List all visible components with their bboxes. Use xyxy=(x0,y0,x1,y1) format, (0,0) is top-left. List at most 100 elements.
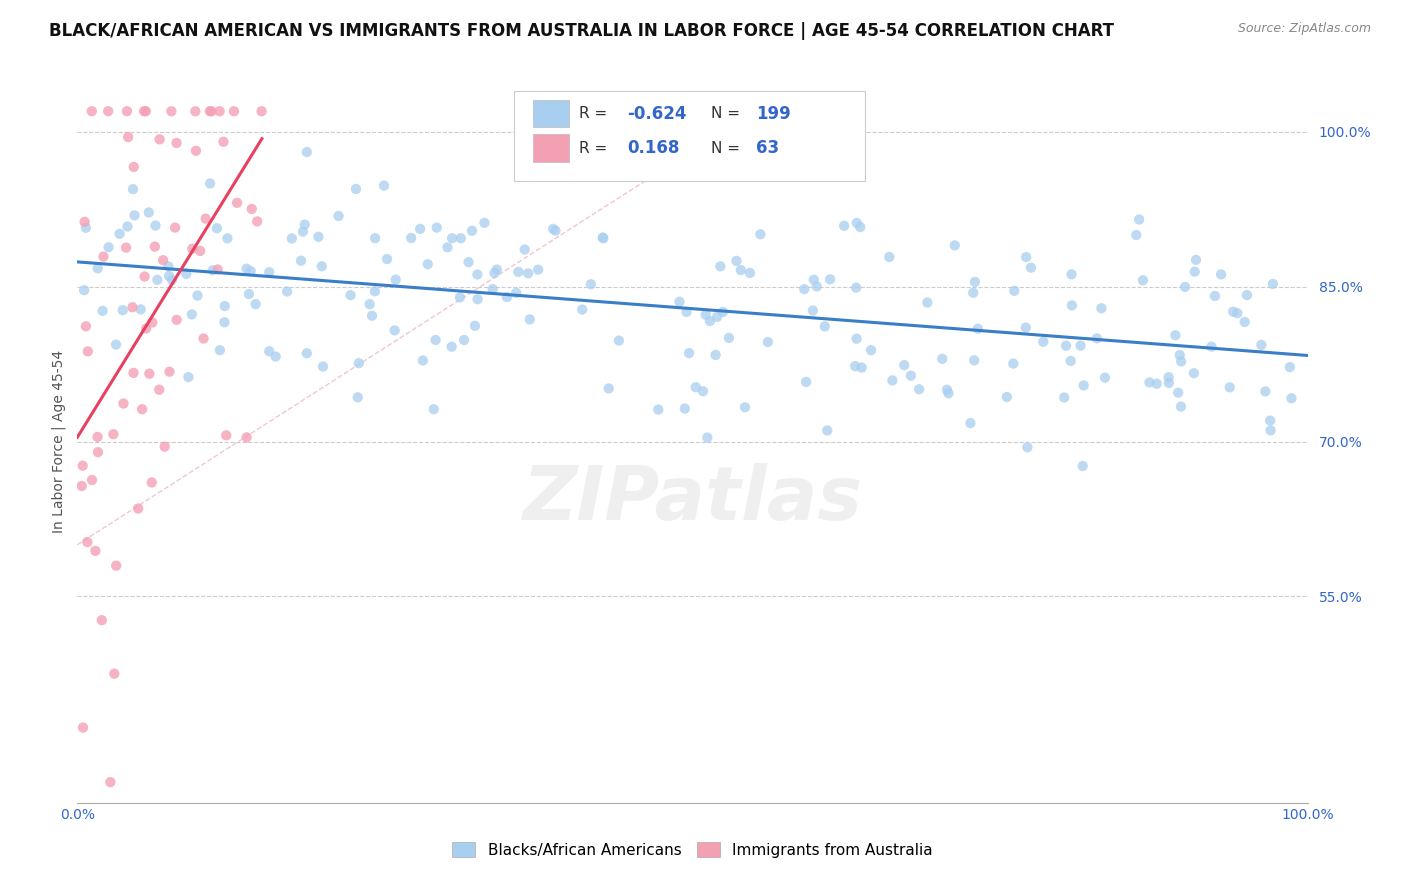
Point xyxy=(806,279,828,293)
Point xyxy=(1168,348,1191,362)
Point xyxy=(276,285,298,299)
Point xyxy=(1219,380,1241,394)
Point xyxy=(214,315,236,329)
Point xyxy=(1209,268,1232,282)
Point xyxy=(485,262,508,277)
Point xyxy=(375,252,398,266)
Point xyxy=(75,220,97,235)
Point xyxy=(738,266,761,280)
Point xyxy=(1146,376,1168,391)
Point xyxy=(98,775,121,789)
Point xyxy=(131,402,153,417)
Point xyxy=(1094,370,1116,384)
Point xyxy=(1260,423,1282,437)
Point xyxy=(440,340,463,354)
Point xyxy=(157,268,180,283)
Point xyxy=(1222,304,1244,318)
Point xyxy=(793,282,815,296)
Point xyxy=(188,244,211,258)
Point xyxy=(217,231,239,245)
Point xyxy=(692,384,714,399)
Point xyxy=(281,231,304,245)
Point xyxy=(208,104,231,119)
Point xyxy=(607,334,630,348)
Text: -0.624: -0.624 xyxy=(627,104,686,122)
Point xyxy=(882,373,904,387)
Point xyxy=(673,401,696,416)
Point xyxy=(159,365,181,379)
Point xyxy=(1060,298,1083,312)
Point xyxy=(166,313,188,327)
Point xyxy=(73,283,96,297)
Point xyxy=(145,219,167,233)
Point xyxy=(1174,280,1197,294)
Point xyxy=(238,287,260,301)
Point xyxy=(135,321,157,335)
Point xyxy=(1182,366,1205,380)
Point xyxy=(174,267,197,281)
Point xyxy=(1278,360,1301,375)
Text: BLACK/AFRICAN AMERICAN VS IMMIGRANTS FROM AUSTRALIA IN LABOR FORCE | AGE 45-54 C: BLACK/AFRICAN AMERICAN VS IMMIGRANTS FRO… xyxy=(49,22,1114,40)
Point xyxy=(436,240,458,254)
Point xyxy=(80,104,103,119)
Point xyxy=(1019,260,1042,275)
Point xyxy=(75,319,97,334)
Point xyxy=(592,231,614,245)
Text: Source: ZipAtlas.com: Source: ZipAtlas.com xyxy=(1237,22,1371,36)
Point xyxy=(699,314,721,328)
Point xyxy=(346,390,368,404)
Point xyxy=(344,182,367,196)
Point xyxy=(962,285,984,300)
Point xyxy=(803,273,825,287)
Point xyxy=(73,215,96,229)
Point xyxy=(105,558,128,573)
Point xyxy=(1060,268,1083,282)
Point xyxy=(165,220,187,235)
Text: N =: N = xyxy=(711,141,745,156)
Point xyxy=(1184,265,1206,279)
Point xyxy=(160,104,183,119)
Point xyxy=(240,202,263,216)
Point xyxy=(122,160,145,174)
Point xyxy=(138,367,160,381)
Point xyxy=(711,305,734,319)
Point xyxy=(685,380,707,394)
Point xyxy=(481,282,503,296)
Point xyxy=(180,307,202,321)
Point xyxy=(814,319,837,334)
Point xyxy=(222,104,245,119)
Point xyxy=(97,104,120,119)
Point xyxy=(311,260,333,274)
Point xyxy=(124,208,146,222)
Point xyxy=(152,253,174,268)
Point xyxy=(295,145,318,159)
Point xyxy=(938,386,960,401)
Point xyxy=(115,104,138,119)
Point xyxy=(441,231,464,245)
Point xyxy=(464,318,486,333)
Point xyxy=(93,250,115,264)
Point xyxy=(134,269,156,284)
Point xyxy=(290,253,312,268)
Point xyxy=(678,346,700,360)
Point xyxy=(76,344,98,359)
FancyBboxPatch shape xyxy=(533,135,569,162)
Point xyxy=(121,300,143,314)
FancyBboxPatch shape xyxy=(515,91,865,181)
Point xyxy=(675,305,697,319)
Point xyxy=(845,216,868,230)
Point xyxy=(339,288,361,302)
Point xyxy=(1167,385,1189,400)
Point xyxy=(449,290,471,304)
Point xyxy=(1070,339,1092,353)
Point xyxy=(207,262,229,277)
Point xyxy=(756,334,779,349)
Point xyxy=(1157,370,1180,384)
Point xyxy=(246,214,269,228)
Point xyxy=(1073,378,1095,392)
Point xyxy=(717,331,740,345)
Point xyxy=(257,344,280,359)
Point xyxy=(364,231,387,245)
Point xyxy=(1250,338,1272,352)
Point xyxy=(1015,320,1038,334)
